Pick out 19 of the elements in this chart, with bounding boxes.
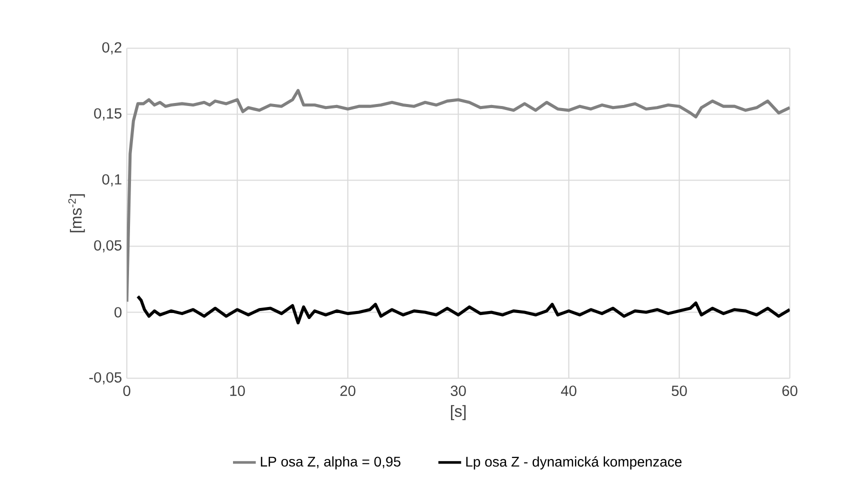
x-tick-label: 30 xyxy=(450,386,466,396)
y-tick-label: 0,15 xyxy=(94,108,122,120)
legend-label: Lp osa Z - dynamická kompenzace xyxy=(466,456,682,470)
x-tick-label: 50 xyxy=(672,386,687,396)
x-tick-label: 20 xyxy=(340,386,356,396)
x-tick-label: 40 xyxy=(560,386,576,396)
x-axis-title: [s] xyxy=(451,405,466,420)
y-tick-label: 0,2 xyxy=(102,42,122,54)
y-axis-title: [ms$^{-2}$] xyxy=(68,194,85,232)
x-tick-label: 0 xyxy=(123,386,130,396)
y-tick-label: 0,05 xyxy=(94,240,122,252)
y-tick-label: 0 xyxy=(114,307,122,318)
y-tick-label: 0,1 xyxy=(102,174,122,186)
y-tick-label: -0,05 xyxy=(89,372,122,384)
legend-label: LP osa Z, alpha = 0,95 xyxy=(260,456,400,470)
x-tick-label: 60 xyxy=(782,386,798,396)
x-tick-label: 10 xyxy=(230,386,245,396)
line-series xyxy=(136,294,790,324)
line-series xyxy=(126,88,790,304)
